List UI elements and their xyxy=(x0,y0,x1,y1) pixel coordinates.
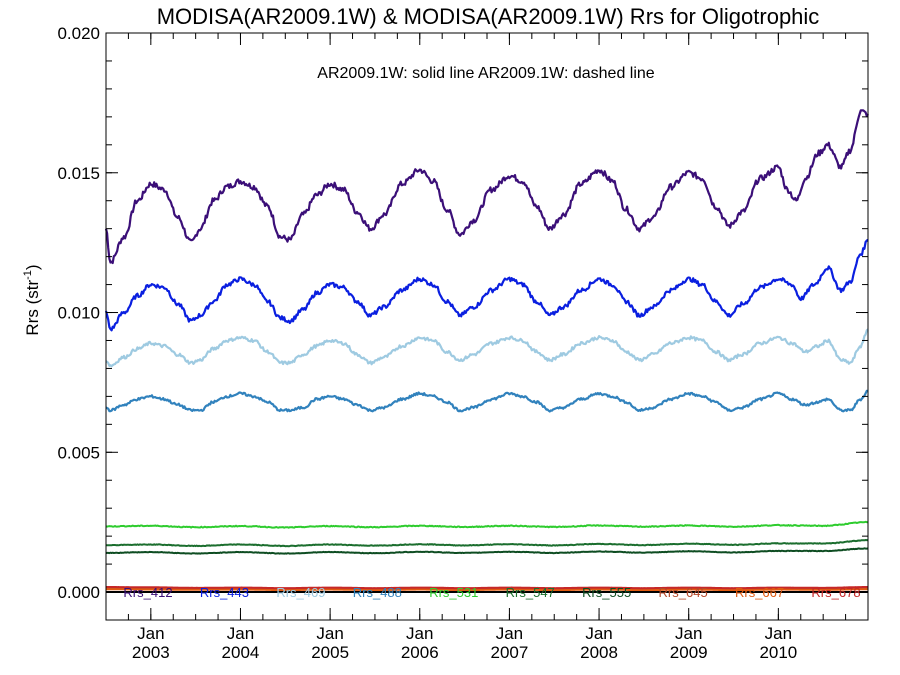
x-tick-year: 2009 xyxy=(670,643,708,662)
x-tick-month: Jan xyxy=(406,624,433,643)
legend: Rrs_412 Rrs_443 Rrs_469 Rrs_488 Rrs_531 Rrs_5… xyxy=(123,585,860,600)
legend-item-rrs-547: Rrs_547 xyxy=(506,585,555,600)
x-tick-month: Jan xyxy=(675,624,702,643)
svg-text:Rrs (str-1): Rrs (str-1) xyxy=(22,264,42,335)
x-tick-year: 2008 xyxy=(580,643,618,662)
legend-item-rrs-412: Rrs_412 xyxy=(123,585,172,600)
x-tick-month: Jan xyxy=(765,624,792,643)
legend-item-rrs-531: Rrs_531 xyxy=(429,585,478,600)
y-axis-label-sup: -1 xyxy=(22,270,34,280)
x-tick-year: 2005 xyxy=(311,643,349,662)
x-tick-year: 2004 xyxy=(222,643,260,662)
chart-title: MODISA(AR2009.1W) & MODISA(AR2009.1W) Rr… xyxy=(157,4,820,29)
y-axis-label-text: Rrs (str xyxy=(23,280,42,336)
series-line-rrs-531 xyxy=(105,520,868,529)
x-tick-year: 2010 xyxy=(759,643,797,662)
x-tick-month: Jan xyxy=(227,624,254,643)
x-tick-month: Jan xyxy=(496,624,523,643)
legend-item-rrs-555: Rrs_555 xyxy=(582,585,631,600)
legend-item-rrs-678: Rrs_678 xyxy=(811,585,860,600)
legend-item-rrs-488: Rrs_488 xyxy=(353,585,402,600)
y-tick-label: 0.015 xyxy=(57,164,100,183)
legend-item-rrs-469: Rrs_469 xyxy=(276,585,325,600)
line-style-note: AR2009.1W: solid line AR2009.1W: dashed … xyxy=(317,65,655,82)
x-tick-month: Jan xyxy=(137,624,164,643)
x-tick-month: Jan xyxy=(585,624,612,643)
series-line-rrs-555 xyxy=(105,547,869,555)
series-line-rrs-667 xyxy=(106,588,868,592)
y-axis-label: Rrs (str-1) xyxy=(22,264,42,335)
series-layer xyxy=(104,109,869,592)
x-tick-month: Jan xyxy=(316,624,343,643)
series-line-rrs-547 xyxy=(106,539,869,548)
y-tick-label: 0.010 xyxy=(57,304,100,323)
x-tick-year: 2007 xyxy=(490,643,528,662)
y-axis-label-close: ) xyxy=(23,264,42,270)
legend-item-rrs-667: Rrs_667 xyxy=(735,585,784,600)
y-tick-label: 0.000 xyxy=(57,583,100,602)
x-tick-year: 2006 xyxy=(401,643,439,662)
axes: 0.0000.0050.0100.0150.020Jan2003Jan2004J… xyxy=(57,24,869,662)
series-line-rrs-469 xyxy=(105,328,869,368)
y-tick-label: 0.005 xyxy=(57,443,100,462)
y-tick-label: 0.020 xyxy=(57,24,100,43)
legend-item-rrs-645: Rrs_645 xyxy=(659,585,708,600)
legend-item-rrs-443: Rrs_443 xyxy=(200,585,249,600)
series-line-rrs-443 xyxy=(104,238,869,332)
x-tick-year: 2003 xyxy=(132,643,170,662)
series-line-rrs-412 xyxy=(104,109,869,265)
plot-frame xyxy=(105,32,869,621)
series-line-rrs-488 xyxy=(105,389,869,413)
series-line-rrs-678 xyxy=(106,586,868,590)
